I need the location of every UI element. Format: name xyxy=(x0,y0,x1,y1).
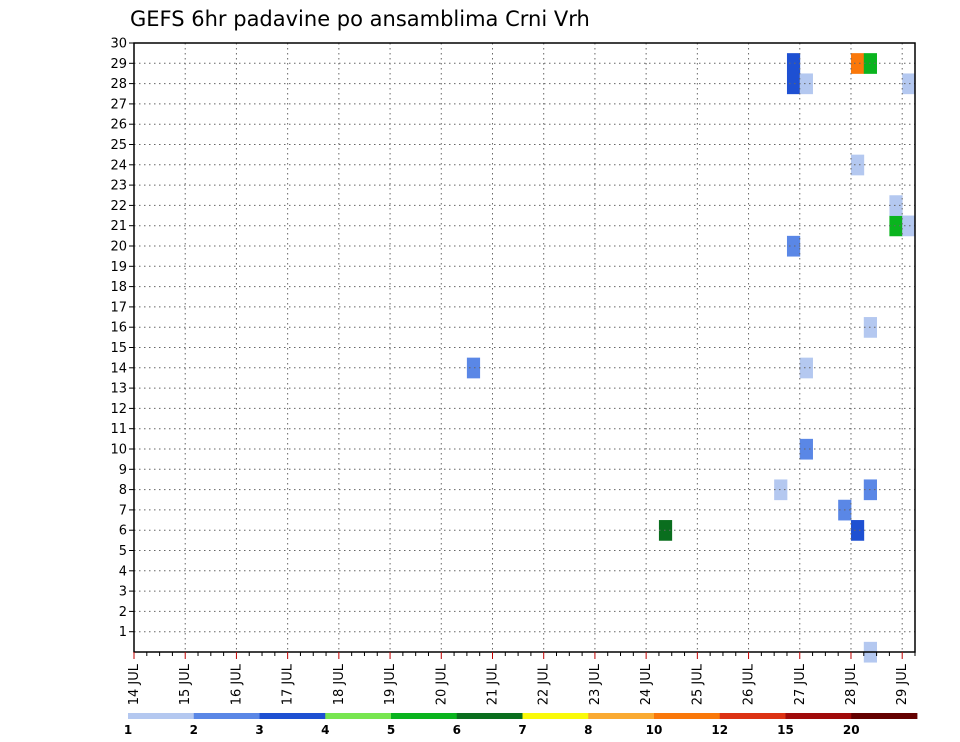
y-tick-label: 28 xyxy=(110,77,127,92)
y-tick-label: 3 xyxy=(119,585,127,600)
heatmap-cell xyxy=(786,73,801,95)
y-tick-label: 26 xyxy=(110,118,127,133)
x-tick-label: 25 JUL xyxy=(690,663,705,705)
y-tick-label: 29 xyxy=(110,57,127,72)
y-tick-label: 8 xyxy=(119,483,127,498)
colorbar-label: 8 xyxy=(584,723,592,737)
x-tick-label: 21 JUL xyxy=(485,663,500,705)
x-tick-label: 17 JUL xyxy=(281,663,296,705)
chart-title: GEFS 6hr padavine po ansamblima Crni Vrh xyxy=(130,7,590,31)
y-tick-label: 12 xyxy=(110,402,127,417)
colorbar-label: 12 xyxy=(711,723,728,737)
y-tick-label: 15 xyxy=(110,341,127,356)
heatmap-cell xyxy=(658,520,673,541)
y-tick-label: 9 xyxy=(119,463,127,478)
heatmap-cell xyxy=(786,53,801,74)
colorbar-label: 7 xyxy=(518,723,526,737)
y-tick-label: 30 xyxy=(110,37,127,52)
y-tick-label: 10 xyxy=(110,443,127,458)
y-tick-label: 14 xyxy=(110,361,127,376)
y-tick-label: 21 xyxy=(110,219,127,234)
y-tick-label: 16 xyxy=(110,321,127,336)
y-tick-label: 22 xyxy=(110,199,127,214)
colorbar-label: 4 xyxy=(321,723,329,737)
y-tick-label: 25 xyxy=(110,138,127,153)
y-tick-label: 24 xyxy=(110,158,127,173)
heatmap-cell xyxy=(466,357,481,379)
heatmap-cell xyxy=(786,235,801,257)
colorbar-label: 10 xyxy=(646,723,663,737)
colorbar-label: 15 xyxy=(777,723,794,737)
y-tick-label: 17 xyxy=(110,300,127,315)
colorbar-swatch xyxy=(259,713,326,719)
x-tick-label: 14 JUL xyxy=(127,663,142,705)
colorbar-label: 1 xyxy=(124,723,132,737)
heatmap-cell xyxy=(774,479,788,501)
x-tick-label: 28 JUL xyxy=(844,663,859,705)
x-tick-label: 15 JUL xyxy=(178,663,193,705)
y-tick-label: 4 xyxy=(119,564,127,579)
heatmap-cell xyxy=(889,215,903,237)
colorbar: 1 2 3 4 5 6 7 8 10 12 15 20 xyxy=(124,713,918,737)
colorbar-swatch xyxy=(654,713,721,719)
x-tick-label: 23 JUL xyxy=(588,663,603,705)
y-tick-label: 5 xyxy=(119,544,127,559)
colorbar-label: 20 xyxy=(843,723,860,737)
x-tick-label: 19 JUL xyxy=(383,663,398,705)
colorbar-label: 2 xyxy=(190,723,198,737)
colorbar-label: 5 xyxy=(387,723,395,737)
y-tick-label: 2 xyxy=(119,605,127,620)
heatmap-cell xyxy=(850,520,865,541)
x-tick-label: 18 JUL xyxy=(332,663,347,705)
x-tick-label: 22 JUL xyxy=(537,663,552,705)
colorbar-swatch xyxy=(456,713,523,719)
heatmap-cell xyxy=(850,154,865,176)
y-tick-label: 7 xyxy=(119,503,127,518)
y-tick-label: 19 xyxy=(110,260,127,275)
colorbar-swatch xyxy=(851,713,918,719)
heatmap-cell xyxy=(799,357,813,379)
colorbar-swatch xyxy=(391,713,458,719)
colorbar-swatch xyxy=(719,713,786,719)
colorbar-label: 6 xyxy=(453,723,461,737)
y-tick-label: 18 xyxy=(110,280,127,295)
heatmap-cell xyxy=(799,438,813,460)
colorbar-swatch xyxy=(522,713,589,719)
heatmap-cell xyxy=(850,53,865,74)
y-tick-label: 23 xyxy=(110,179,127,194)
colorbar-swatch xyxy=(128,713,195,719)
colorbar-swatch xyxy=(785,713,852,719)
y-tick-label: 6 xyxy=(119,524,127,539)
colorbar-label: 3 xyxy=(255,723,263,737)
colorbar-swatch xyxy=(193,713,260,719)
x-tick-label: 29 JUL xyxy=(895,663,910,705)
colorbar-swatch xyxy=(325,713,392,719)
x-tick-label: 20 JUL xyxy=(434,663,449,705)
x-tick-label: 16 JUL xyxy=(229,663,244,705)
x-tick-label: 24 JUL xyxy=(639,663,654,705)
heatmap-cell xyxy=(889,195,903,216)
y-tick-label: 13 xyxy=(110,382,127,397)
y-tick-label: 27 xyxy=(110,97,127,112)
y-tick-label: 20 xyxy=(110,240,127,255)
x-tick-label: 27 JUL xyxy=(793,663,808,705)
heatmap-cell xyxy=(902,73,916,95)
heatmap-cell xyxy=(902,215,916,237)
heatmap-cell xyxy=(799,73,813,95)
grid-lines xyxy=(134,43,915,652)
colorbar-swatch xyxy=(588,713,655,719)
x-axis: 14 JUL 15 JUL 16 JUL 17 JUL 18 JUL 19 JUL 20 J… xyxy=(127,652,916,705)
y-tick-label: 1 xyxy=(119,625,127,640)
y-tick-label: 11 xyxy=(110,422,127,437)
x-tick-label: 26 JUL xyxy=(742,663,757,705)
y-axis: 1234567891011121314151617181920212223242… xyxy=(110,37,134,640)
